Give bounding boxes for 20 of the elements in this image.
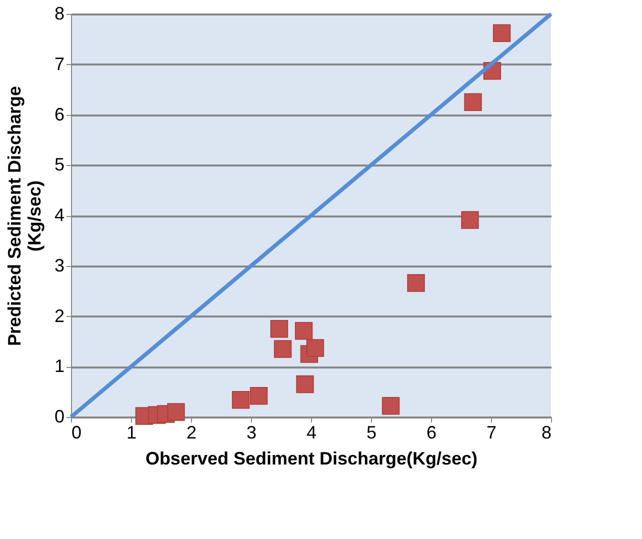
y-tick-label: 2	[54, 306, 64, 326]
x-tick-label: 7	[486, 422, 497, 442]
y-tick-label: 6	[54, 104, 64, 124]
x-tick-label: 3	[246, 422, 257, 442]
x-tick-label: 8	[541, 422, 552, 442]
x-tick-label: 2	[186, 422, 197, 442]
x-tick-label: 5	[366, 422, 377, 442]
y-axis-title: Predicted Sediment Discharge (Kg/sec)	[4, 86, 44, 346]
y-tick-label: 3	[54, 255, 64, 276]
y-tick-label: 8	[54, 4, 64, 24]
x-axis-title: Observed Sediment Discharge(Kg/sec)	[145, 448, 478, 468]
x-tick-label: 1	[126, 422, 137, 442]
x-tick-label: 4	[306, 422, 317, 442]
x-tick-label: 0	[72, 422, 82, 442]
x-tick-label: 6	[426, 422, 437, 442]
y-tick-label: 1	[54, 356, 64, 376]
y-tick-label: 5	[54, 154, 64, 175]
y-tick-label: 4	[54, 205, 64, 225]
y-tick-label: 7	[54, 54, 64, 74]
y-tick-label: 0	[54, 406, 64, 426]
